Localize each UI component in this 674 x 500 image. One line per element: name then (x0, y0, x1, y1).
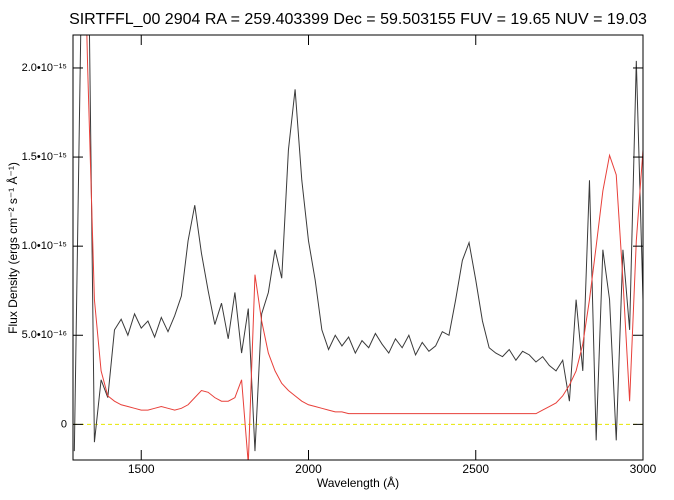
y-tick-label: 5.0•10⁻¹⁶ (22, 329, 67, 341)
plot-frame (72, 34, 644, 461)
spectrum-line (73, 35, 643, 452)
x-axis-label: Wavelength (Å) (317, 475, 399, 490)
x-tick-label: 2500 (462, 462, 489, 476)
x-tick-label: 2000 (295, 462, 322, 476)
y-tick-label: 2.0•10⁻¹⁵ (22, 62, 67, 74)
x-tick-label: 3000 (630, 462, 657, 476)
y-tick-label: 1.0•10⁻¹⁵ (22, 240, 67, 252)
plot-area (73, 35, 643, 460)
chart-title: SIRTFFL_00 2904 RA = 259.403399 Dec = 59… (69, 11, 647, 28)
spectrum-line (86, 35, 643, 460)
x-tick-label: 1500 (128, 462, 155, 476)
y-tick-label: 0 (61, 418, 67, 430)
y-axis-label: Flux Density (ergs cm⁻² s⁻¹ Å⁻¹) (5, 162, 20, 334)
y-tick-label: 1.5•10⁻¹⁵ (22, 151, 67, 163)
